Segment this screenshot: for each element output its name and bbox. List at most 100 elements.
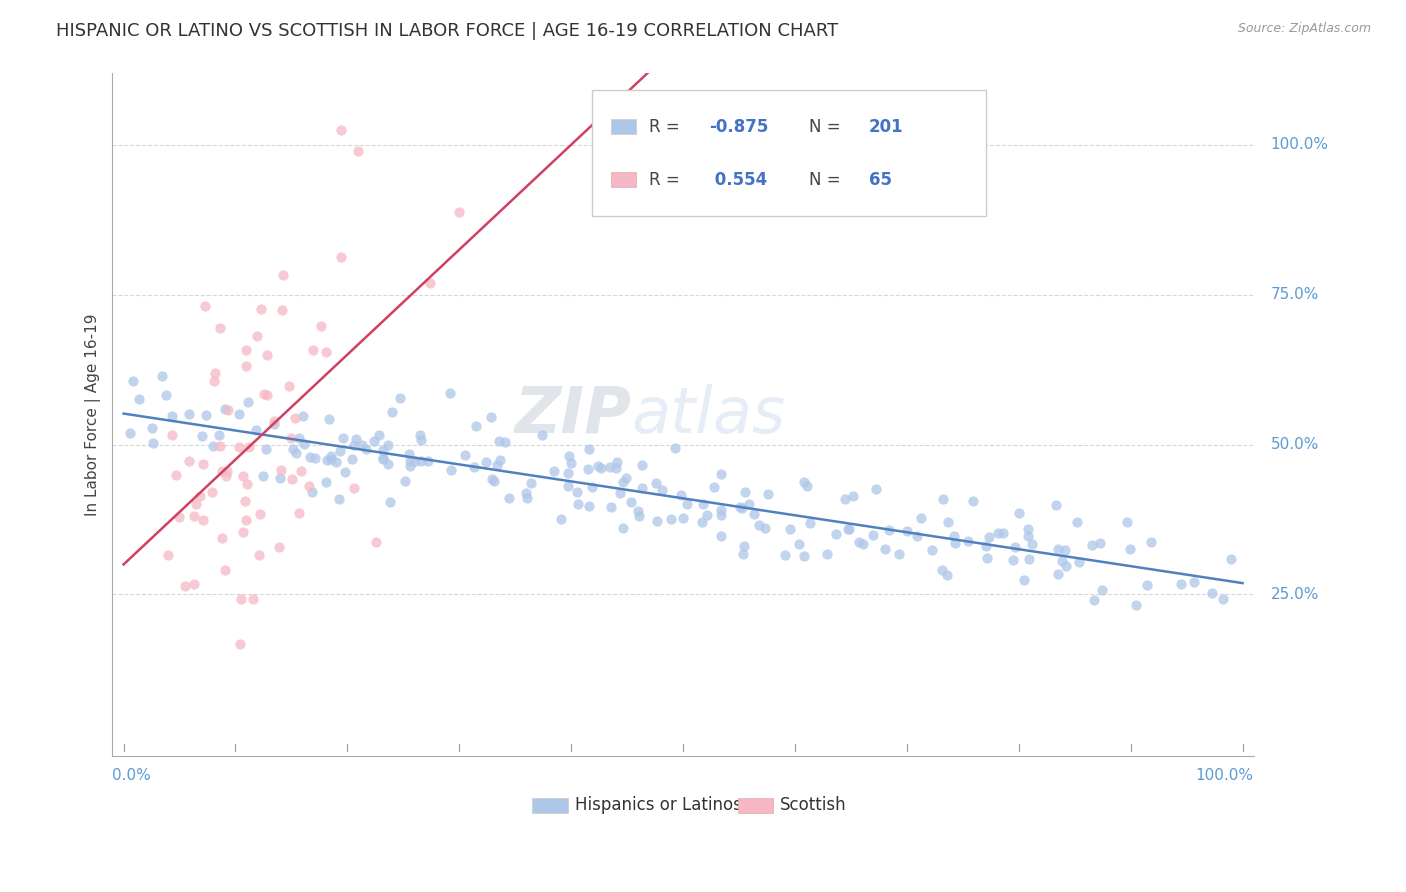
Point <box>439 386 461 401</box>
Point <box>232 524 254 539</box>
Point <box>796 479 818 493</box>
Point <box>204 366 226 380</box>
Point <box>165 467 187 482</box>
Text: 100.0%: 100.0% <box>1195 768 1254 783</box>
Point <box>614 471 637 485</box>
Point <box>343 481 366 495</box>
Point <box>910 511 932 525</box>
Point <box>399 454 422 468</box>
Point <box>543 464 565 478</box>
Point <box>1219 552 1241 566</box>
Point <box>419 276 441 290</box>
Point <box>142 436 165 450</box>
Point <box>619 495 641 509</box>
Point <box>250 302 273 317</box>
Point <box>550 511 572 525</box>
Point <box>394 474 416 488</box>
Point <box>253 386 276 401</box>
Point <box>1136 578 1159 592</box>
Point <box>344 433 367 447</box>
Point <box>1054 543 1077 558</box>
Point <box>838 522 860 536</box>
Point <box>228 440 250 454</box>
Point <box>215 469 238 483</box>
Point <box>162 428 184 442</box>
Point <box>931 492 953 507</box>
Point <box>977 530 1000 544</box>
Point <box>943 535 966 549</box>
Point <box>793 549 815 564</box>
Point <box>328 491 350 506</box>
Point <box>235 343 257 357</box>
Point <box>905 529 928 543</box>
Point <box>612 521 634 535</box>
Text: R =: R = <box>648 118 685 136</box>
Point <box>599 459 621 474</box>
Point <box>121 374 143 388</box>
Point <box>690 515 713 529</box>
Point <box>398 447 420 461</box>
Point <box>191 458 214 472</box>
Point <box>825 526 848 541</box>
Point <box>520 476 543 491</box>
Point <box>315 475 337 489</box>
Point <box>993 526 1015 541</box>
Point <box>789 536 811 550</box>
Point <box>273 268 295 282</box>
Point <box>560 456 582 470</box>
Point <box>779 523 801 537</box>
Point <box>236 394 259 409</box>
Point <box>1088 535 1111 549</box>
Point <box>319 449 342 463</box>
Point <box>214 401 236 416</box>
Point <box>1067 555 1090 569</box>
Point <box>987 526 1010 541</box>
Point <box>936 515 959 529</box>
Point <box>1047 541 1070 556</box>
Point <box>489 453 512 467</box>
Point <box>301 485 323 500</box>
Text: 50.0%: 50.0% <box>1271 437 1319 452</box>
Point <box>877 523 900 537</box>
Point <box>290 464 312 478</box>
Point <box>612 475 634 489</box>
Point <box>329 123 352 137</box>
Text: 25.0%: 25.0% <box>1271 587 1319 602</box>
Point <box>256 388 278 402</box>
Point <box>280 431 302 445</box>
Point <box>177 454 200 468</box>
Point <box>486 458 509 472</box>
Point <box>516 491 538 505</box>
Point <box>921 542 943 557</box>
Point <box>848 535 870 549</box>
Point <box>1050 553 1073 567</box>
Point <box>1182 574 1205 589</box>
Point <box>1017 528 1039 542</box>
Point <box>302 343 325 358</box>
Point <box>756 487 779 501</box>
Point <box>974 539 997 553</box>
Point <box>627 508 650 523</box>
Point <box>214 563 236 577</box>
Point <box>731 547 754 561</box>
Point <box>298 479 321 493</box>
Point <box>284 446 307 460</box>
Point <box>315 345 337 359</box>
Point <box>371 442 394 457</box>
Point <box>482 474 505 488</box>
Point <box>209 321 232 335</box>
Point <box>215 464 238 478</box>
Point <box>645 514 668 528</box>
Point <box>269 471 291 485</box>
Text: 75.0%: 75.0% <box>1271 287 1319 302</box>
Point <box>530 427 553 442</box>
Point <box>748 517 770 532</box>
Point <box>567 497 589 511</box>
Point <box>238 440 260 454</box>
Point <box>292 437 315 451</box>
Point <box>834 491 856 506</box>
Point <box>588 458 610 473</box>
Point <box>696 508 718 523</box>
Point <box>494 435 516 450</box>
Point <box>398 458 420 473</box>
